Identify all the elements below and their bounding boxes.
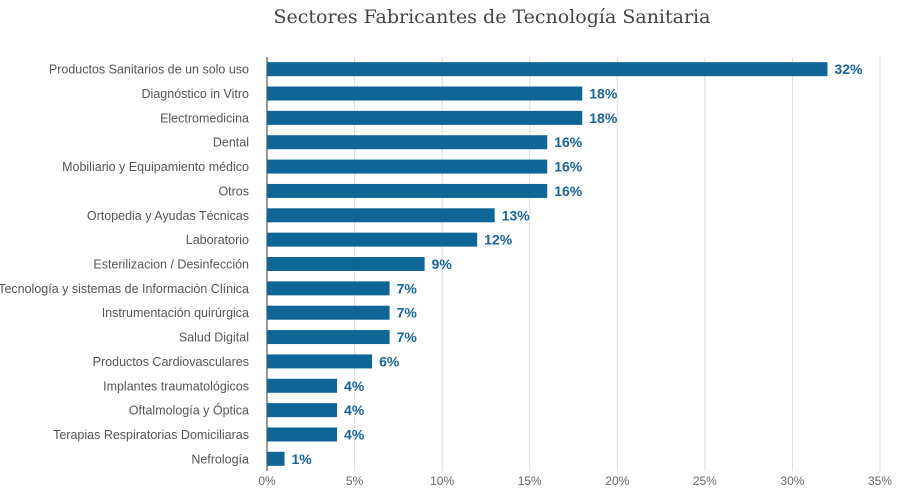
category-label: Implantes traumatológicos xyxy=(103,379,249,393)
data-label: 13% xyxy=(502,207,531,223)
bar xyxy=(267,403,338,418)
data-label: 6% xyxy=(379,353,400,369)
data-label: 4% xyxy=(344,378,365,394)
category-label: Ortopedia y Ayudas Técnicas xyxy=(87,209,249,223)
x-tick-label: 30% xyxy=(780,474,804,488)
data-label: 9% xyxy=(432,256,453,272)
bar xyxy=(267,354,373,369)
category-label: Otros xyxy=(218,184,249,198)
category-label: Esterilizacion / Desinfección xyxy=(93,258,249,272)
bar xyxy=(267,232,478,247)
bar xyxy=(267,451,285,466)
x-tick-label: 20% xyxy=(605,474,629,488)
category-label: Mobiliario y Equipamiento médico xyxy=(62,160,249,174)
bar xyxy=(267,110,583,125)
category-label: Terapias Respiratorias Domiciliaras xyxy=(53,428,249,442)
bar xyxy=(267,208,495,223)
data-label: 16% xyxy=(554,183,583,199)
value-labels: 32% 18% 18% 16% 16% 16% 13% 12% 9% 7% 7% 7% 6% 4% 4% 4%… xyxy=(292,61,864,467)
x-tick-label: 25% xyxy=(693,474,717,488)
data-label: 32% xyxy=(834,61,863,77)
bars xyxy=(267,62,828,466)
category-labels: Productos Sanitarios de un solo uso Diagn… xyxy=(0,63,249,467)
chart-title: Sectores Fabricantes de Tecnología Sanit… xyxy=(274,6,711,28)
bar xyxy=(267,183,548,198)
data-label: 16% xyxy=(554,134,583,150)
bar xyxy=(267,257,425,271)
bar xyxy=(267,378,338,393)
category-label: Salud Digital xyxy=(179,331,249,345)
category-label: Productos Cardiovasculares xyxy=(93,355,249,369)
bar xyxy=(267,62,828,77)
data-label: 7% xyxy=(397,280,418,296)
data-label: 1% xyxy=(292,451,313,467)
category-label: Oftalmología y Óptica xyxy=(129,403,249,418)
bar xyxy=(267,86,583,101)
data-label: 12% xyxy=(484,232,513,248)
gridlines xyxy=(266,57,881,471)
data-label: 7% xyxy=(397,305,418,321)
bar xyxy=(267,159,548,174)
data-label: 7% xyxy=(397,329,418,345)
x-tick-label: 0% xyxy=(258,474,276,488)
data-label: 16% xyxy=(554,159,583,175)
x-axis-ticks: 0% 5% 10% 15% 20% 25% 30% 35% xyxy=(258,474,892,488)
x-tick-label: 10% xyxy=(430,474,454,488)
bar xyxy=(267,427,338,442)
x-tick-label: 35% xyxy=(868,474,892,488)
category-label: Laboratorio xyxy=(186,233,249,247)
category-label: Tecnología y sistemas de Información Clí… xyxy=(0,282,249,296)
x-tick-label: 5% xyxy=(346,474,364,488)
bar xyxy=(267,305,390,320)
bar xyxy=(267,281,390,296)
category-label: Productos Sanitarios de un solo uso xyxy=(49,63,249,77)
category-label: Instrumentación quirúrgica xyxy=(102,306,249,320)
category-label: Nefrología xyxy=(191,452,249,466)
bar xyxy=(267,330,390,345)
data-label: 18% xyxy=(589,86,618,102)
category-label: Diagnóstico in Vitro xyxy=(142,87,250,101)
bar xyxy=(267,135,548,150)
category-label: Dental xyxy=(213,136,249,150)
data-label: 4% xyxy=(344,402,365,418)
x-tick-label: 15% xyxy=(518,474,542,488)
data-label: 4% xyxy=(344,426,365,442)
data-label: 18% xyxy=(589,110,618,126)
category-label: Electromedicina xyxy=(160,111,249,125)
